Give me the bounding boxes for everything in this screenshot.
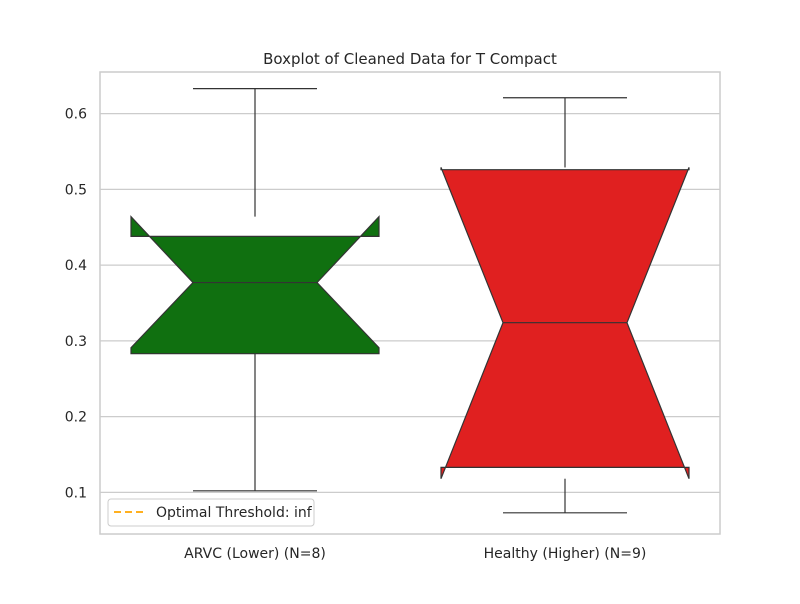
y-tick-label: 0.5 xyxy=(65,182,87,198)
x-tick-label: ARVC (Lower) (N=8) xyxy=(184,546,326,562)
legend-label-threshold: Optimal Threshold: inf xyxy=(156,505,313,521)
box-body xyxy=(130,215,380,355)
x-tick-label: Healthy (Higher) (N=9) xyxy=(484,546,647,562)
plot-area-border xyxy=(99,71,721,535)
box-group xyxy=(440,97,690,514)
legend-frame xyxy=(107,498,315,527)
y-tick-label: 0.6 xyxy=(65,107,87,123)
y-tick-label: 0.1 xyxy=(65,485,87,501)
y-tick-label: 0.2 xyxy=(65,410,87,426)
y-tick-label: 0.3 xyxy=(65,334,87,350)
chart-title: Boxplot of Cleaned Data for T Compact xyxy=(263,50,557,68)
legend: Optimal Threshold: inf xyxy=(107,498,315,527)
y-tick-label: 0.4 xyxy=(65,258,87,274)
box-group xyxy=(130,88,380,492)
